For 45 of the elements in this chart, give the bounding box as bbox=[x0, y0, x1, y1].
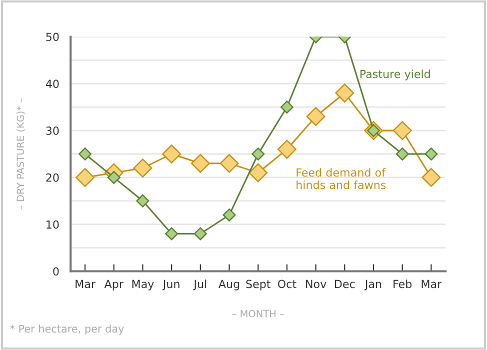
point bbox=[396, 147, 409, 161]
x-tick-label: Aug bbox=[218, 280, 240, 290]
point bbox=[107, 170, 120, 184]
point bbox=[306, 107, 326, 126]
x-tick-label: Jul bbox=[193, 280, 206, 290]
x-tick-label: Sept bbox=[246, 280, 270, 290]
y-tick-label: 0 bbox=[53, 267, 59, 276]
point bbox=[162, 144, 182, 164]
point bbox=[335, 84, 354, 102]
y-tick-label: 20 bbox=[46, 173, 59, 182]
y-tick-label: 30 bbox=[46, 126, 59, 135]
point bbox=[392, 121, 412, 140]
y-axis-title: – DRY PASTURE (KG)* – bbox=[16, 98, 26, 210]
point bbox=[424, 147, 438, 161]
x-tick-label: Dec bbox=[334, 280, 355, 288]
y-tick-label: 40 bbox=[46, 80, 59, 88]
point bbox=[190, 154, 210, 173]
point bbox=[76, 168, 94, 187]
point bbox=[165, 227, 178, 240]
point bbox=[277, 140, 296, 159]
series-label: Pasture yield bbox=[360, 70, 430, 80]
point bbox=[252, 147, 265, 161]
point bbox=[248, 163, 268, 182]
x-tick-label: Jan bbox=[364, 280, 382, 290]
point bbox=[280, 100, 294, 114]
x-axis-title: – MONTH – bbox=[232, 310, 284, 318]
point bbox=[136, 194, 150, 208]
point bbox=[222, 208, 236, 222]
x-tick-label: Mar bbox=[76, 280, 96, 288]
x-tick-label: Apr bbox=[104, 280, 124, 290]
point bbox=[133, 158, 152, 178]
x-tick-label: Jun bbox=[162, 280, 180, 290]
point bbox=[220, 154, 239, 173]
point bbox=[194, 227, 207, 240]
x-tick-label: Mar bbox=[422, 280, 442, 288]
x-tick-label: Oct bbox=[278, 280, 296, 288]
x-tick-label: May bbox=[132, 280, 154, 290]
y-tick-label: 10 bbox=[46, 220, 59, 229]
x-tick-label: Feb bbox=[394, 280, 412, 288]
series-label: Feed demand of hinds and fawns bbox=[296, 168, 386, 190]
point bbox=[78, 147, 92, 161]
text: * Per hectare, per day bbox=[10, 324, 124, 335]
y-tick-label: 50 bbox=[46, 32, 59, 42]
x-tick-label: Nov bbox=[306, 280, 326, 288]
point bbox=[422, 168, 441, 187]
